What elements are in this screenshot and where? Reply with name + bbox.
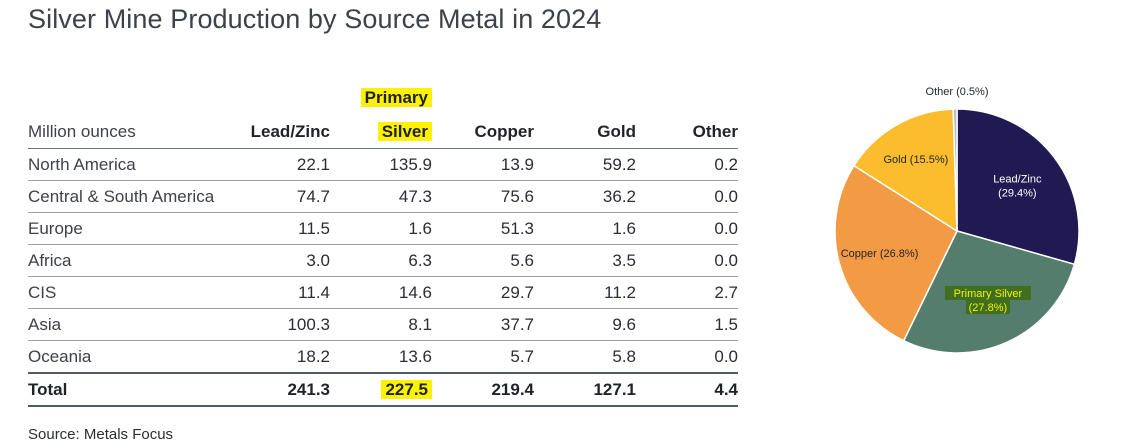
label-highlight <box>965 300 1010 315</box>
cell-other: 1.5 <box>636 308 738 341</box>
column-header-copper: Copper <box>432 108 534 149</box>
cell-silver: 14.6 <box>330 276 432 309</box>
slice-percent: (27.8%) <box>969 302 1008 314</box>
cell-silver: 1.6 <box>330 212 432 245</box>
table-row: Africa 3.0 6.3 5.6 3.5 0.0 <box>28 244 738 277</box>
units-label: Million ounces <box>28 108 228 149</box>
total-copper: 219.4 <box>432 372 534 407</box>
cell-copper: 51.3 <box>432 212 534 245</box>
cell-silver: 47.3 <box>330 180 432 213</box>
cell-copper: 5.6 <box>432 244 534 277</box>
pie-slice-lead-zinc <box>956 108 1080 266</box>
page-title: Silver Mine Production by Source Metal i… <box>28 4 602 34</box>
slice-percent: Copper (26.8%) <box>841 248 919 260</box>
cell-silver: 8.1 <box>330 308 432 341</box>
production-table: Primary Million ounces Lead/Zinc Silver … <box>28 80 738 407</box>
label-highlight <box>944 286 1031 301</box>
cell-gold: 36.2 <box>534 180 636 213</box>
pie-slice-other <box>952 108 958 232</box>
cell-lead-zinc: 3.0 <box>228 244 330 277</box>
cell-silver: 13.6 <box>330 340 432 374</box>
cell-lead-zinc: 100.3 <box>228 308 330 341</box>
cell-silver: 135.9 <box>330 148 432 181</box>
column-header-silver: Silver <box>330 108 432 149</box>
slice-percent: Other (0.5%) <box>926 86 989 98</box>
row-label: CIS <box>28 276 228 309</box>
row-label: Asia <box>28 308 228 341</box>
total-row: Total 241.3 227.5 219.4 127.1 4.4 <box>28 372 738 407</box>
cell-copper: 75.6 <box>432 180 534 213</box>
cell-gold: 9.6 <box>534 308 636 341</box>
pie-slice-copper <box>834 164 958 342</box>
cell-gold: 11.2 <box>534 276 636 309</box>
pie-label-lead-zinc: Lead/Zinc (29.4%) <box>993 173 1042 199</box>
cell-other: 0.0 <box>636 340 738 374</box>
cell-silver: 6.3 <box>330 244 432 277</box>
table-row: CIS 11.4 14.6 29.7 11.2 2.7 <box>28 276 738 309</box>
table-row: Asia 100.3 8.1 37.7 9.6 1.5 <box>28 308 738 341</box>
cell-other: 0.0 <box>636 180 738 213</box>
cell-lead-zinc: 11.4 <box>228 276 330 309</box>
total-label: Total <box>28 372 228 407</box>
cell-other: 2.7 <box>636 276 738 309</box>
column-header-primary: Primary <box>330 80 432 108</box>
table-header-top-row: Primary <box>28 80 738 108</box>
row-label: Europe <box>28 212 228 245</box>
table-row: Central & South America 74.7 47.3 75.6 36.2 0… <box>28 180 738 213</box>
cell-lead-zinc: 22.1 <box>228 148 330 181</box>
pie-slice-gold <box>852 108 958 233</box>
row-label: Africa <box>28 244 228 277</box>
cell-other: 0.2 <box>636 148 738 181</box>
column-header-lead-zinc: Lead/Zinc <box>228 108 330 149</box>
cell-gold: 1.6 <box>534 212 636 245</box>
pie-label-copper: Copper (26.8%) <box>841 248 919 260</box>
cell-copper: 29.7 <box>432 276 534 309</box>
cell-copper: 5.7 <box>432 340 534 374</box>
total-silver: 227.5 <box>330 372 432 407</box>
row-label: North America <box>28 148 228 181</box>
pie-label-other: Other (0.5%) <box>926 86 989 98</box>
row-label: Central & South America <box>28 180 228 213</box>
row-label: Oceania <box>28 340 228 374</box>
slice-percent: (29.4%) <box>998 187 1037 199</box>
table-row: Oceania 18.2 13.6 5.7 5.8 0.0 <box>28 340 738 374</box>
total-other: 4.4 <box>636 372 738 407</box>
slice-label: Lead/Zinc <box>993 173 1042 185</box>
pie-label-gold: Gold (15.5%) <box>883 154 948 166</box>
slice-label: Primary Silver <box>954 288 1023 300</box>
pie-label-primary-silver: Primary Silver (27.8%) <box>944 286 1031 315</box>
cell-lead-zinc: 11.5 <box>228 212 330 245</box>
source-note: Source: Metals Focus <box>28 426 174 443</box>
column-header-gold: Gold <box>534 108 636 149</box>
cell-gold: 3.5 <box>534 244 636 277</box>
table-header-row: Million ounces Lead/Zinc Silver Copper G… <box>28 108 738 149</box>
cell-copper: 13.9 <box>432 148 534 181</box>
total-lead-zinc: 241.3 <box>228 372 330 407</box>
slice-percent: Gold (15.5%) <box>883 154 948 166</box>
total-gold: 127.1 <box>534 372 636 407</box>
column-header-other: Other <box>636 108 738 149</box>
table-row: Europe 11.5 1.6 51.3 1.6 0.0 <box>28 212 738 245</box>
cell-other: 0.0 <box>636 244 738 277</box>
table-row: North America 22.1 135.9 13.9 59.2 0.2 <box>28 148 738 181</box>
cell-lead-zinc: 74.7 <box>228 180 330 213</box>
cell-other: 0.0 <box>636 212 738 245</box>
cell-gold: 5.8 <box>534 340 636 374</box>
cell-copper: 37.7 <box>432 308 534 341</box>
cell-gold: 59.2 <box>534 148 636 181</box>
